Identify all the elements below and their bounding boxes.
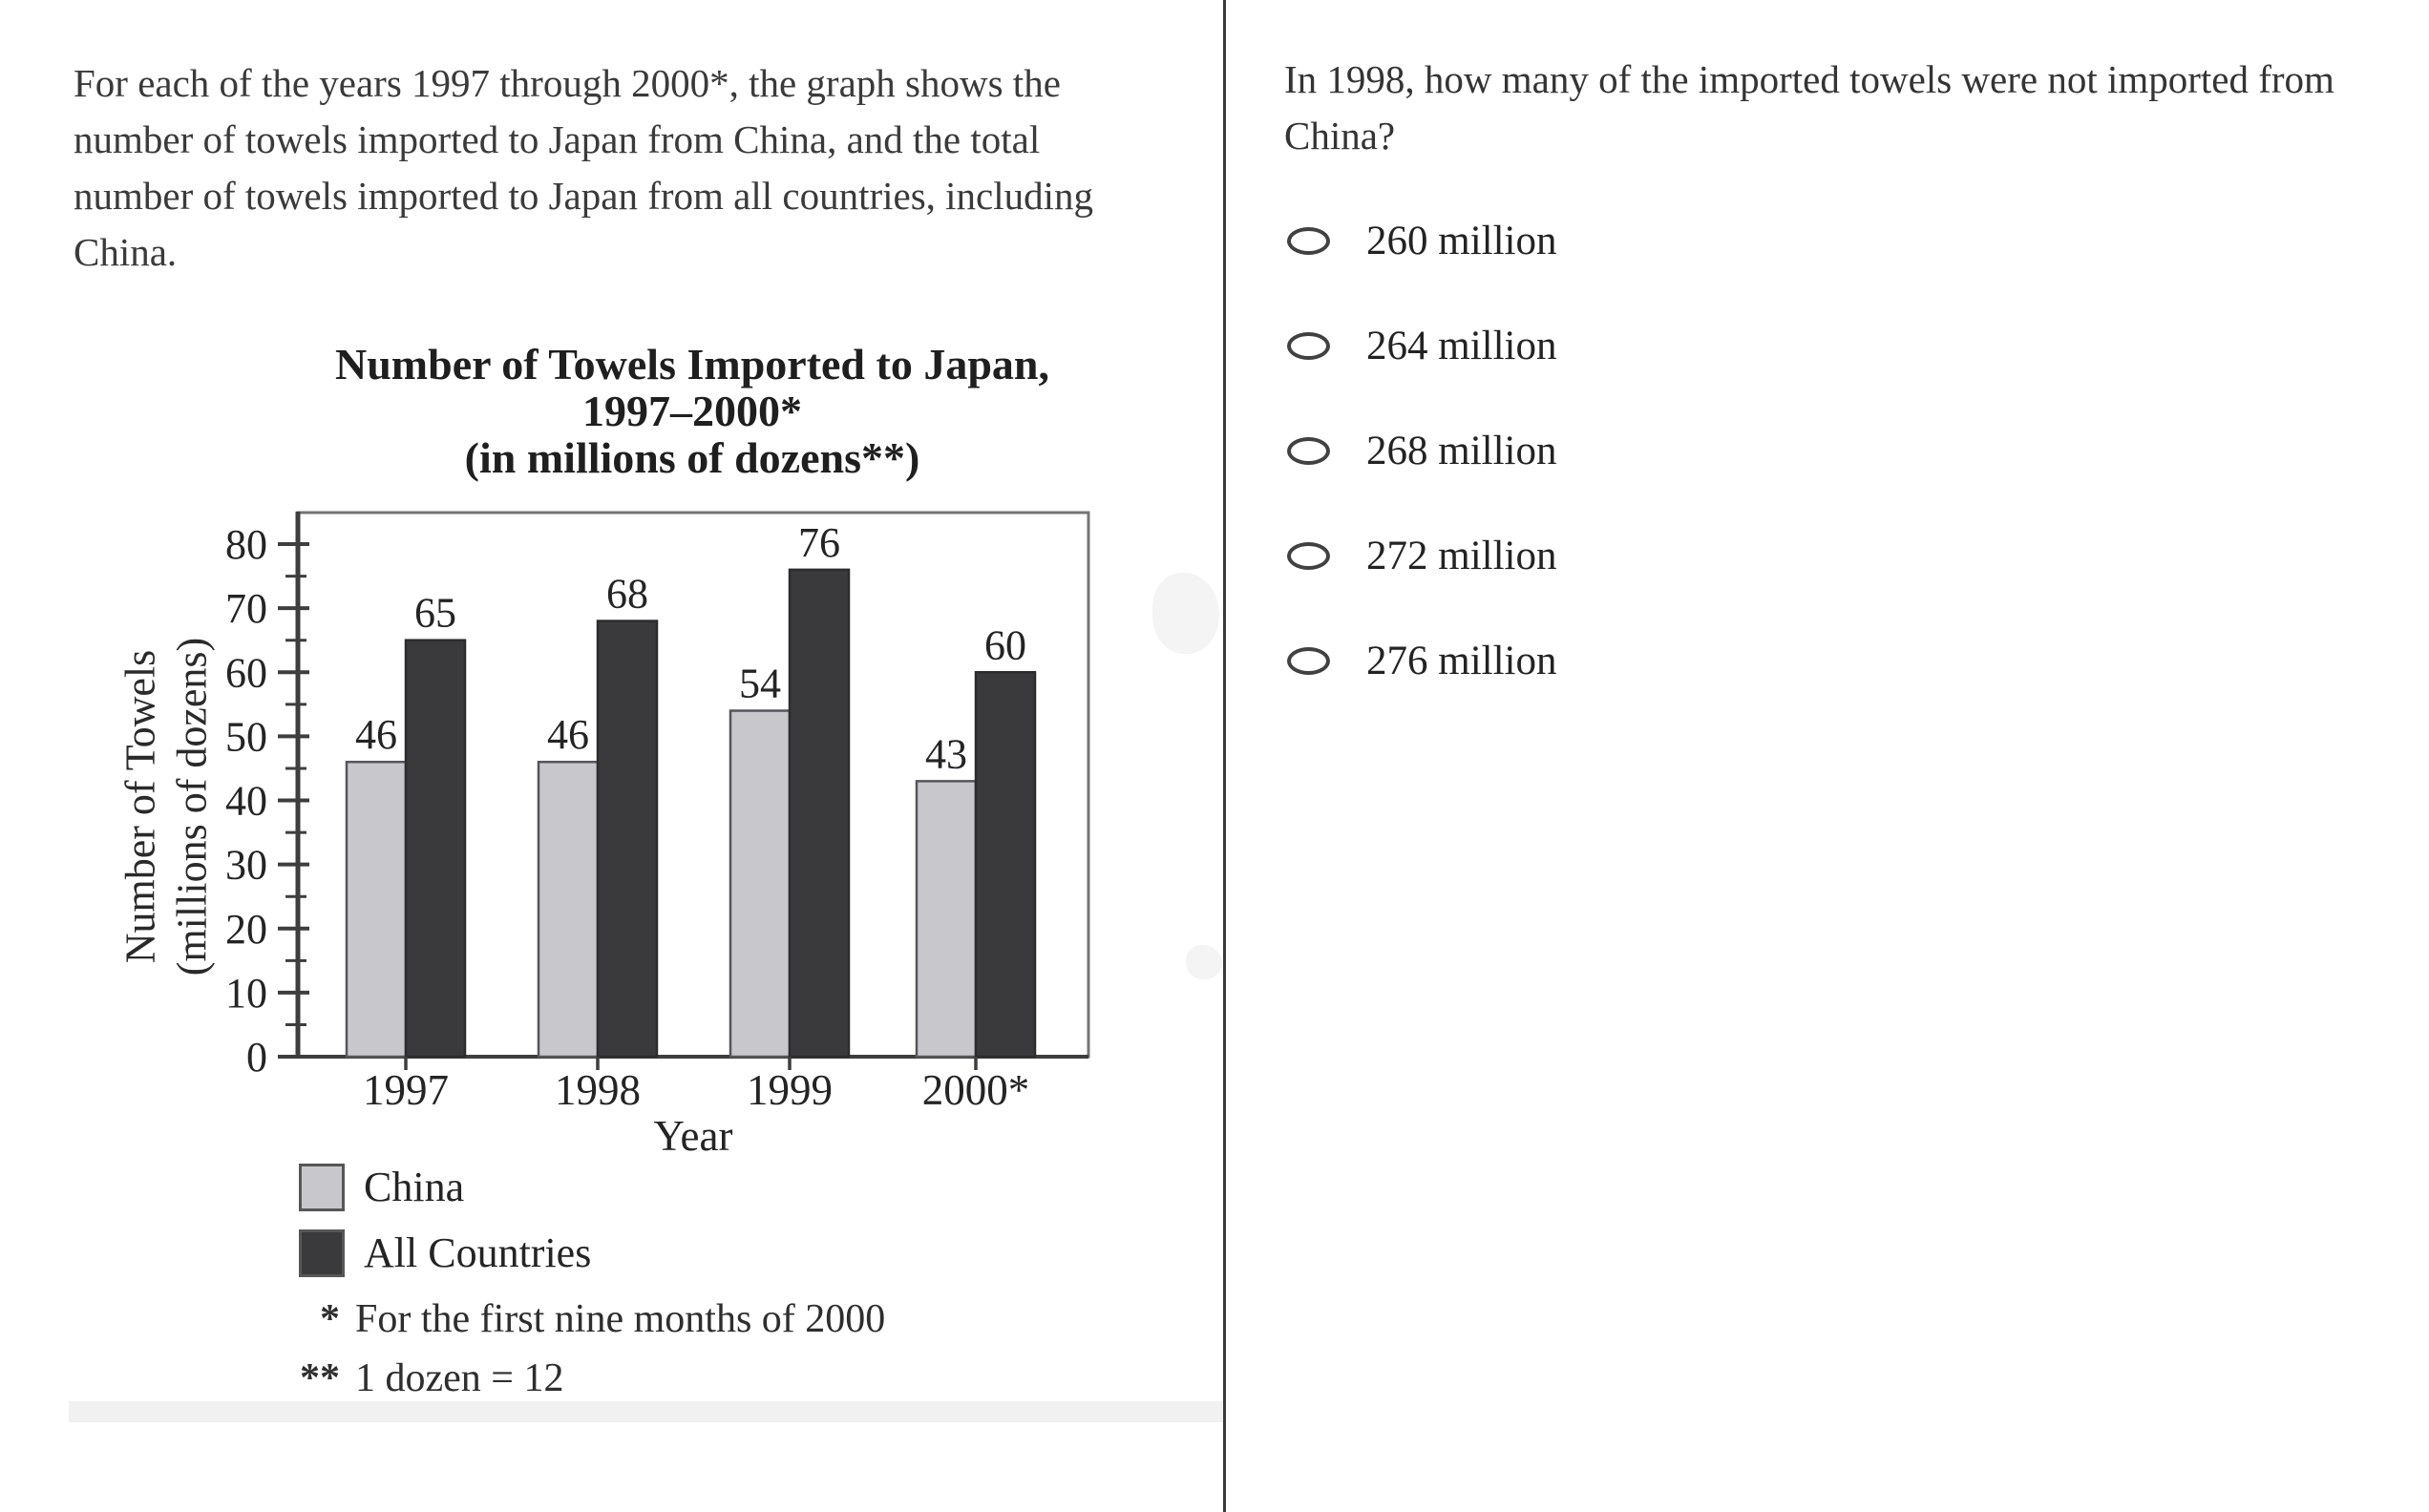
scan-artifact [1152,573,1219,654]
chart-legend: China All Countries [299,1163,591,1294]
question-text: In 1998, how many of the imported towels… [1284,52,2334,164]
legend-label-china: China [364,1164,465,1210]
footnote-text: 1 dozen = 12 [355,1356,564,1400]
scan-artifact [1186,945,1222,979]
svg-text:Year: Year [654,1112,733,1160]
answer-option-1[interactable]: 260 million [1287,215,1556,266]
footnote: * For the first nine months of 2000 [286,1290,885,1349]
option-label[interactable]: 264 million [1366,323,1557,368]
chart-title-line: 1997–2000* [582,387,802,435]
chart-title-line: Number of Towels Imported to Japan, [335,340,1049,388]
footnote: ** 1 dozen = 12 [286,1349,885,1408]
answer-option-3[interactable]: 268 million [1287,425,1556,476]
radio-button[interactable] [1287,436,1330,465]
option-label[interactable]: 260 million [1366,218,1557,263]
question-line: China? [1284,114,1396,158]
answer-option-2[interactable]: 264 million [1287,320,1556,371]
svg-text:30: 30 [225,842,267,889]
svg-text:43: 43 [925,730,967,777]
svg-text:70: 70 [225,585,267,632]
section-divider-band [69,1401,1224,1422]
intro-paragraph: For each of the years 1997 through 2000*… [74,55,1093,281]
answer-option-4[interactable]: 272 million [1287,530,1556,581]
svg-text:60: 60 [225,649,267,696]
svg-text:0: 0 [246,1034,267,1081]
svg-text:65: 65 [414,590,456,637]
svg-text:20: 20 [225,906,267,953]
svg-text:1999: 1999 [747,1066,833,1114]
option-label[interactable]: 268 million [1366,428,1557,473]
answer-options: 260 million 264 million 268 million 272 … [1287,215,1556,686]
svg-text:46: 46 [547,711,589,758]
intro-line: number of towels imported to Japan from … [74,117,1041,161]
legend-swatch-china [299,1163,345,1211]
radio-button[interactable] [1287,331,1330,360]
option-label[interactable]: 272 million [1366,533,1557,578]
svg-text:1997: 1997 [363,1066,449,1114]
footnote-marker: * [320,1297,340,1341]
svg-text:40: 40 [225,778,267,825]
svg-text:10: 10 [225,970,267,1017]
svg-text:2000*: 2000* [922,1066,1030,1114]
towel-imports-bar-chart: 0 10 20 30 40 50 60 70 80 46 65 1997 46 68 1998 54 76 199… [225,511,1090,1160]
legend-label-all-countries: All Countries [364,1229,592,1276]
option-label[interactable]: 276 million [1366,638,1557,683]
svg-text:60: 60 [984,621,1026,668]
chart-title: Number of Towels Imported to Japan, 1997… [239,341,1146,481]
radio-button[interactable] [1287,646,1330,675]
intro-line: China. [74,230,178,274]
intro-line: For each of the years 1997 through 2000*… [74,61,1061,105]
legend-swatch-all-countries [299,1228,345,1277]
chart-title-line: (in millions of dozens**) [464,433,920,482]
radio-button[interactable] [1287,226,1330,255]
question-line: In 1998, how many of the imported towels… [1284,57,2334,101]
legend-item-china: China [299,1163,591,1211]
svg-text:46: 46 [355,711,397,758]
footnote-text: For the first nine months of 2000 [355,1297,886,1341]
footnote-marker: ** [300,1356,340,1400]
svg-text:80: 80 [225,521,267,568]
answer-option-5[interactable]: 276 million [1287,635,1556,686]
svg-text:68: 68 [606,571,648,618]
chart-footnotes: * For the first nine months of 2000 ** 1… [286,1290,885,1408]
svg-text:76: 76 [798,519,840,566]
radio-button[interactable] [1287,541,1330,570]
legend-item-all-countries: All Countries [299,1228,591,1277]
svg-text:54: 54 [739,661,781,707]
svg-text:50: 50 [225,713,267,760]
panel-divider [1223,0,1226,1512]
svg-text:1998: 1998 [555,1066,641,1114]
intro-line: number of towels imported to Japan from … [74,174,1094,218]
